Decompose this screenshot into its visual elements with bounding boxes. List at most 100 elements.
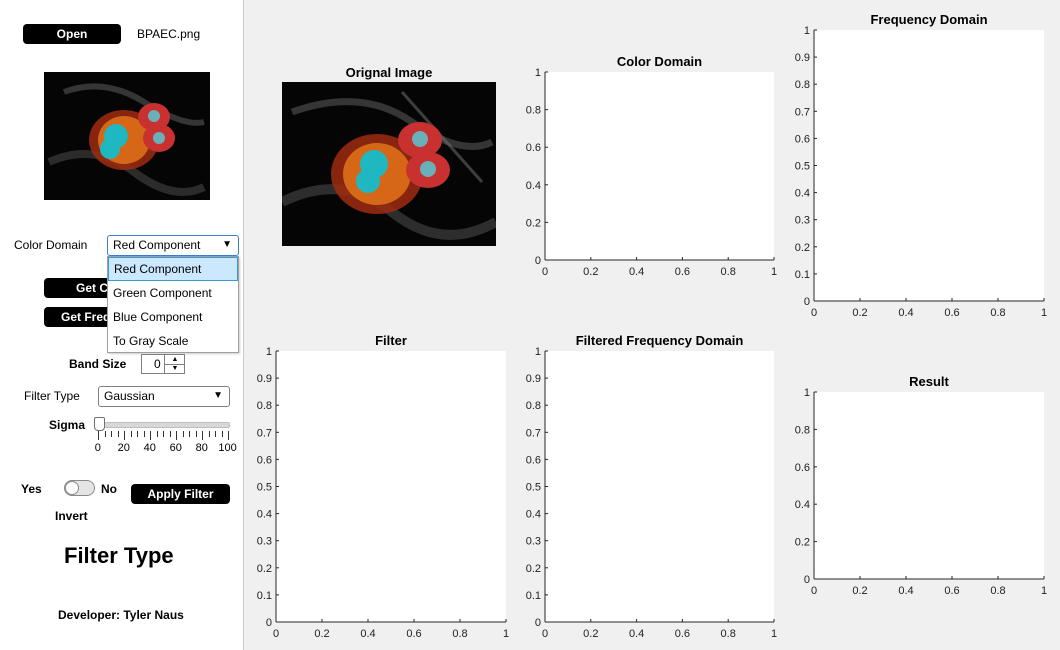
sigma-tick-label: 20	[117, 442, 130, 454]
invert-label: Invert	[55, 509, 88, 523]
developer-credit: Developer: Tyler Naus	[58, 608, 184, 622]
filter-type-selected: Gaussian	[104, 389, 155, 403]
y-tick-label: 1	[535, 67, 541, 79]
filtered-frequency-plot-title: Filtered Frequency Domain	[575, 333, 744, 348]
slider-tick	[163, 431, 164, 437]
y-tick-label: 0.1	[526, 590, 541, 602]
y-tick-label: 0	[266, 617, 272, 629]
original-image-title: Orignal Image	[345, 65, 433, 80]
color-domain-menu: Red Component Green Component Blue Compo…	[107, 256, 239, 353]
x-tick-label: 0.6	[675, 266, 690, 278]
y-tick-label: 1	[804, 387, 810, 399]
filter-axes	[276, 351, 506, 622]
y-tick-label: 0.4	[795, 188, 810, 200]
slider-tick	[111, 431, 112, 437]
y-tick-label: 0.5	[795, 161, 810, 173]
frequency-domain-plot-title: Frequency Domain	[870, 12, 988, 27]
color-domain-selected: Red Component	[113, 238, 201, 252]
filter-type-label: Filter Type	[24, 389, 80, 403]
invert-toggle-switch[interactable]	[64, 480, 95, 496]
filter-plot-title: Filter	[375, 333, 407, 348]
sigma-slider-ticks	[98, 431, 229, 441]
x-tick-label: 0.4	[629, 628, 644, 640]
slider-tick	[208, 431, 210, 437]
y-tick-label: 0.1	[257, 590, 272, 602]
y-tick-label: 1	[535, 346, 541, 358]
menu-item-green-component[interactable]: Green Component	[113, 286, 212, 300]
toggle-knob[interactable]	[65, 481, 79, 495]
y-tick-label: 0.7	[526, 427, 541, 439]
slider-tick	[169, 431, 171, 437]
y-tick-label: 0.7	[795, 106, 810, 118]
color-domain-axes	[545, 72, 774, 260]
x-tick-label: 0.6	[675, 628, 690, 640]
y-tick-label: 0.4	[526, 509, 541, 521]
x-tick-label: 1	[1041, 307, 1047, 319]
menu-item-red-component[interactable]: Red Component	[108, 257, 238, 281]
y-tick-label: 0.8	[526, 105, 541, 117]
x-tick-label: 0.2	[583, 266, 598, 278]
y-tick-label: 0.3	[526, 536, 541, 548]
sigma-tick-label: 60	[169, 442, 182, 454]
y-tick-label: 0.6	[795, 462, 810, 474]
color-domain-dropdown[interactable]: Red Component ▼	[107, 235, 239, 256]
control-sidebar: Open BPAEC.png Color Domain Red Componen…	[0, 0, 244, 650]
result-axes	[814, 392, 1044, 579]
x-tick-label: 0.2	[852, 307, 867, 319]
band-size-label: Band Size	[69, 357, 127, 371]
slider-tick	[104, 431, 106, 437]
slider-tick	[137, 431, 138, 437]
slider-tick	[202, 431, 203, 440]
x-tick-label: 1	[1041, 585, 1047, 597]
y-tick-label: 1	[266, 346, 272, 358]
x-tick-label: 0.8	[452, 628, 467, 640]
x-tick-label: 0.8	[721, 266, 736, 278]
band-size-value: 0	[154, 357, 161, 371]
y-tick-label: 0.9	[526, 373, 541, 385]
open-button[interactable]: Open	[23, 24, 121, 44]
result-plot-title: Result	[909, 374, 949, 389]
slider-tick	[124, 431, 125, 440]
sigma-tick-label: 100	[218, 442, 237, 454]
x-tick-label: 0.4	[360, 628, 375, 640]
spinner-up-icon[interactable]: ▲	[164, 355, 185, 365]
y-tick-label: 0	[804, 574, 810, 586]
y-tick-label: 1	[804, 25, 810, 37]
original-cells-image	[282, 91, 496, 240]
slider-tick	[195, 431, 197, 437]
x-tick-label: 0	[811, 307, 817, 319]
sigma-tick-label: 40	[143, 442, 156, 454]
x-tick-label: 0	[542, 266, 548, 278]
band-size-spinner[interactable]: 0 ▲ ▼	[141, 354, 185, 374]
x-tick-label: 0.2	[314, 628, 329, 640]
color-domain-plot-title: Color Domain	[616, 54, 703, 69]
apply-filter-button[interactable]: Apply Filter	[131, 484, 230, 504]
y-tick-label: 0.9	[795, 52, 810, 64]
y-tick-label: 0.6	[526, 142, 541, 154]
sigma-slider-thumb[interactable]	[94, 417, 105, 431]
slider-tick	[150, 431, 151, 440]
y-tick-label: 0.5	[257, 482, 272, 494]
x-tick-label: 0.4	[898, 307, 913, 319]
y-tick-label: 0.2	[795, 537, 810, 549]
x-tick-label: 0.6	[406, 628, 421, 640]
x-tick-label: 0.8	[990, 585, 1005, 597]
y-tick-label: 0	[535, 255, 541, 267]
thumbnail-cells-image	[47, 83, 206, 196]
y-tick-label: 0.8	[526, 400, 541, 412]
x-tick-label: 0.4	[629, 266, 644, 278]
menu-item-gray-scale[interactable]: To Gray Scale	[113, 334, 189, 348]
file-name: BPAEC.png	[137, 27, 201, 41]
filter-type-dropdown[interactable]: Gaussian ▼	[98, 386, 230, 407]
menu-item-blue-component[interactable]: Blue Component	[113, 310, 203, 324]
chevron-down-icon: ▼	[222, 239, 232, 250]
filtered-frequency-axes	[545, 351, 774, 622]
slider-tick	[117, 431, 119, 437]
slider-tick	[215, 431, 216, 437]
spinner-down-icon[interactable]: ▼	[164, 364, 185, 373]
no-label: No	[101, 482, 117, 496]
x-tick-label: 0.2	[852, 585, 867, 597]
x-tick-label: 0.6	[944, 585, 959, 597]
y-tick-label: 0.4	[795, 499, 810, 511]
y-tick-label: 0.3	[795, 215, 810, 227]
